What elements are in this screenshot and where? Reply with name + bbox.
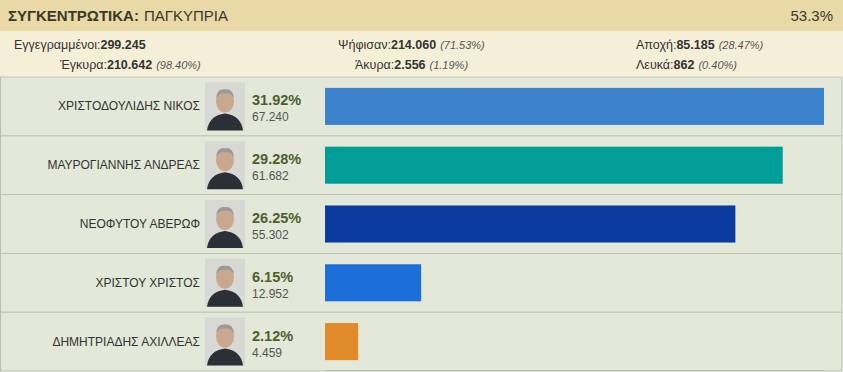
header-band: [0, 0, 843, 31]
photo-hair: [216, 207, 234, 216]
stat: Ψήφισαν:214.060 (71.53%): [338, 38, 485, 52]
votes-label: 61.682: [252, 169, 289, 183]
photo: [205, 318, 245, 366]
value-label: 2.12%: [252, 328, 293, 344]
stat: Λευκά:862(0.40%): [636, 58, 737, 72]
photo-frame: [205, 318, 245, 366]
photo-body: [207, 231, 243, 248]
stat-label: Έγκυρα:: [59, 58, 107, 72]
counted: 53.3%: [790, 7, 833, 24]
category-label: ΧΡΙΣΤΟΔΟΥΛΙΔΗΣ ΝΙΚΟΣ: [58, 99, 200, 113]
value-label: 6.15%: [252, 269, 293, 285]
photo-frame: [205, 200, 245, 248]
photo-body: [207, 172, 243, 189]
stat-label: Λευκά:: [636, 58, 674, 72]
row-separator: [1, 312, 842, 313]
bar: [325, 323, 358, 360]
votes-label: 67.240: [252, 110, 289, 124]
canvas: ΣΥΓΚΕΝΤΡΩΤΙΚΑ: ΠΑΓΚΥΠΡΙΑ 53.3% Εγγεγραμμένο…: [0, 0, 843, 372]
stat: Άκυρα:2.556 (1.19%): [355, 58, 468, 72]
stat-value: 2.556: [394, 58, 425, 72]
stat-share: (0.40%): [698, 59, 737, 71]
labels: ΧΡΙΣΤΟΔΟΥΛΙΔΗΣ ΝΙΚΟΣ 31.92% 67.240 ΜΑΥΡΟΓΙΑ…: [47, 82, 301, 365]
stat-share: (71.53%): [440, 39, 485, 51]
stat: Έγκυρα:210.642 (98.40%): [59, 58, 201, 72]
photo-frame: [205, 82, 245, 130]
stats-band: [0, 31, 843, 76]
category-label: ΝΕΟΦΥΤΟΥ ΑΒΕΡΩΦ: [80, 217, 200, 231]
title: ΣΥΓΚΕΝΤΡΩΤΙΚΑ: ΠΑΓΚΥΠΡΙΑ: [8, 7, 228, 24]
photo-body: [207, 349, 243, 366]
value-label: 26.25%: [252, 210, 301, 226]
stat-value: 85.185: [676, 38, 714, 52]
stat-value: 210.642: [107, 58, 152, 72]
stat-label: Εγγεγραμμένοι:: [14, 38, 100, 52]
photo: [205, 200, 245, 248]
category-label: ΔΗΜΗΤΡΙΑΔΗΣ ΑΧΙΛΛΕΑΣ: [52, 335, 200, 349]
photo-hair: [216, 325, 234, 334]
stat-share: (28.47%): [719, 39, 764, 51]
photo-body: [207, 113, 243, 130]
x-axis: [326, 370, 825, 371]
plot-background: [1, 77, 843, 371]
photo-hair: [216, 89, 234, 98]
bar: [325, 88, 824, 125]
value-label: 31.92%: [252, 92, 301, 108]
bar: [325, 205, 735, 242]
bars: [325, 88, 824, 360]
category-label: ΜΑΥΡΟΓΙΑΝΝΗΣ ΑΝΔΡΕΑΣ: [47, 158, 200, 172]
photo: [205, 259, 245, 307]
photo: [205, 141, 245, 189]
photo-hair: [216, 266, 234, 275]
row-separator: [1, 135, 842, 136]
category-label: ΧΡΙΣΤΟΥ ΧΡΙΣΤΟΣ: [95, 276, 200, 290]
axis-line: [326, 370, 825, 371]
stat-label: Αποχή:: [636, 38, 676, 52]
row-separator: [1, 194, 842, 195]
votes-label: 4.459: [252, 346, 282, 360]
stat-value: 862: [674, 58, 695, 72]
photo-hair: [216, 148, 234, 157]
subtitle: ΠΑΓΚΥΠΡΙΑ: [144, 7, 228, 24]
photo: [205, 82, 245, 130]
votes-label: 12.952: [252, 287, 289, 301]
stat-share: (98.40%): [156, 59, 201, 71]
title-label: ΣΥΓΚΕΝΤΡΩΤΙΚΑ:: [8, 7, 139, 24]
value-label: 29.28%: [252, 151, 301, 167]
stat-share: (1.19%): [430, 59, 469, 71]
photo-frame: [205, 259, 245, 307]
photo-frame: [205, 141, 245, 189]
row-separator: [1, 253, 842, 254]
stat: Εγγεγραμμένοι:299.245: [14, 38, 146, 52]
bar: [325, 147, 783, 184]
votes-label: 55.302: [252, 228, 289, 242]
stat-label: Άκυρα:: [355, 58, 394, 72]
photo-body: [207, 290, 243, 307]
bar: [325, 264, 421, 301]
stat-value: 214.060: [391, 38, 436, 52]
stat-label: Ψήφισαν:: [338, 38, 391, 52]
stat-value: 299.245: [100, 38, 145, 52]
stat: Αποχή:85.185 (28.47%): [636, 38, 764, 52]
